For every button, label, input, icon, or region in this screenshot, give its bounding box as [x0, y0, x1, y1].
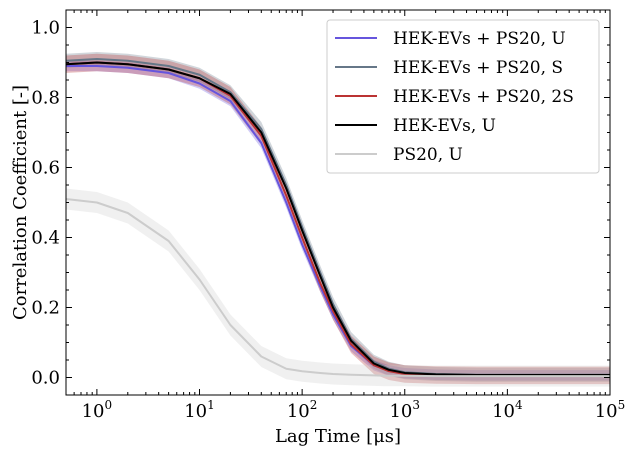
y-tick-label: 0.6	[31, 158, 60, 179]
series-lines	[65, 58, 610, 378]
legend-box	[326, 19, 600, 174]
legend: HEK-EVs + PS20, U HEK-EVs + PS20, S HEK-EV…	[326, 19, 600, 174]
x-tick-label: 102	[287, 398, 318, 422]
legend-label-hek-evs-ps20-2s: HEK-EVs + PS20, 2S	[393, 87, 574, 107]
band-ps20-u	[66, 188, 610, 387]
y-tick-label: 0.0	[31, 368, 60, 389]
legend-label-hek-evs-ps20-u: HEK-EVs + PS20, U	[393, 29, 566, 49]
legend-label-hek-evs-ps20-s: HEK-EVs + PS20, S	[393, 58, 563, 78]
y-tick-label: 0.8	[31, 88, 60, 109]
y-tick-label: 0.4	[31, 228, 60, 249]
x-tick-label: 104	[492, 398, 523, 422]
tick-labels: 100 101 102 103 104 105 0.0 0.2 0.4 0.6 0.8 1.0	[31, 18, 625, 423]
x-tick-label: 105	[595, 398, 626, 422]
y-axis-label: Correlation Coefficient [-]	[10, 85, 31, 320]
x-tick-label: 101	[184, 398, 215, 422]
y-tick-label: 1.0	[31, 18, 60, 39]
series-line-hek-evs-u	[65, 61, 610, 377]
legend-label-ps20-u: PS20, U	[393, 145, 463, 165]
series-line-ps20-u	[65, 198, 610, 378]
y-tick-label: 0.2	[31, 298, 60, 319]
x-tick-label: 100	[82, 398, 113, 422]
x-axis-label: Lag Time [μs]	[275, 426, 401, 447]
x-tick-label: 103	[389, 398, 420, 422]
legend-label-hek-evs-u: HEK-EVs, U	[393, 116, 496, 136]
axis-ticks	[65, 10, 611, 395]
